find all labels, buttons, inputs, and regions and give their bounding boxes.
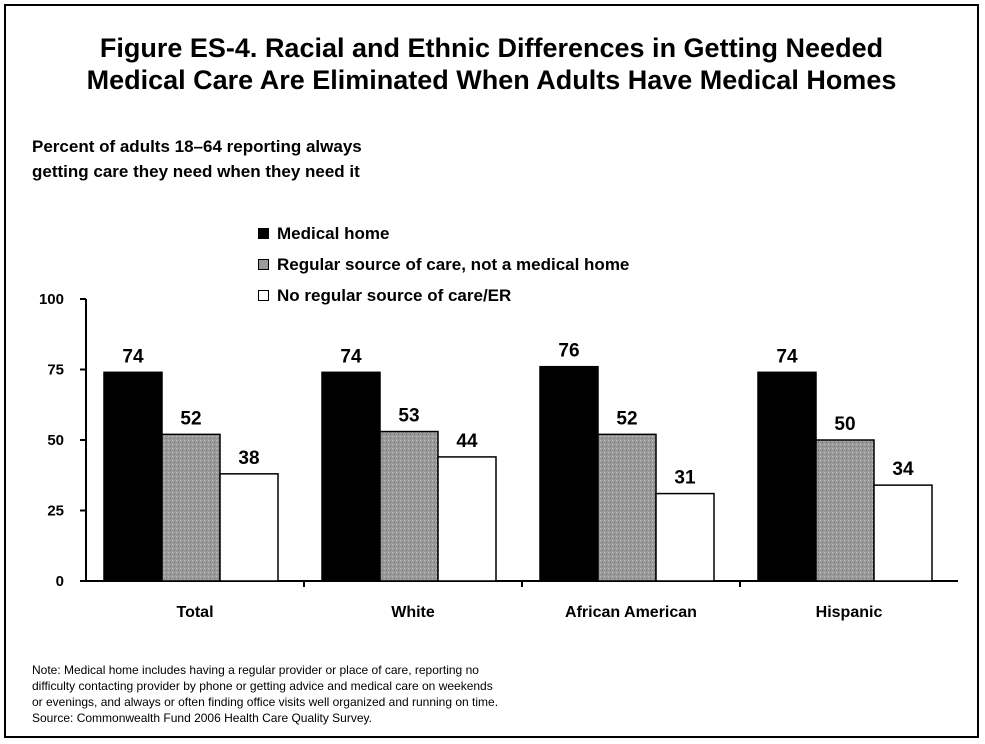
legend-label-no-regular-source: No regular source of care/ER [277,285,512,305]
legend-swatch-medical-home [258,228,269,239]
x-tick-label: Hispanic [816,604,883,621]
chart-subtitle-line-1: Percent of adults 18–64 reporting always [32,137,362,156]
bar-medical-home [103,371,163,582]
bar-no-regular-source [219,473,279,582]
y-tick-label: 50 [47,432,64,449]
bar-no-regular-source [873,484,933,582]
note-line-1: Note: Medical home includes having a reg… [32,663,479,677]
chart-note: Note: Medical home includes having a reg… [32,662,732,726]
data-label-regular-source: 50 [834,414,855,435]
data-label-regular-source: 52 [180,408,201,429]
chart-subtitle: Percent of adults 18–64 reporting always… [32,134,592,184]
legend-swatch-regular-source [258,259,269,270]
data-label-medical-home: 74 [340,346,362,367]
y-tick-label: 25 [47,503,64,520]
bar-chart: 0 25 50 75 100 74 52 38 Total 74 53 44 White 76 52 31 Af… [39,291,958,621]
chart-title: Figure ES-4. Racial and Ethnic Differenc… [6,32,977,96]
legend-item-regular-source: Regular source of care, not a medical ho… [258,249,629,280]
y-tick-label: 75 [47,362,64,379]
data-label-no-regular-source: 31 [674,468,696,489]
data-label-medical-home: 74 [122,346,144,367]
bar-regular-source [161,433,221,582]
x-tick-label: Total [176,604,213,621]
x-tick-label: White [391,604,435,621]
legend-swatch-no-regular-source [258,290,269,301]
bar-regular-source [379,430,439,582]
data-label-no-regular-source: 34 [892,459,914,480]
bar-regular-source [597,433,657,582]
data-label-regular-source: 53 [398,406,419,427]
chart-frame: Figure ES-4. Racial and Ethnic Differenc… [4,4,979,738]
data-label-regular-source: 52 [616,408,637,429]
chart-title-line-1: Figure ES-4. Racial and Ethnic Differenc… [99,33,884,63]
note-line-2: difficulty contacting provider by phone … [32,679,493,693]
chart-legend: Medical home Regular source of care, not… [258,218,629,311]
y-tick-label: 0 [56,573,64,590]
data-label-medical-home: 76 [558,341,579,362]
legend-label-medical-home: Medical home [277,223,390,243]
legend-item-medical-home: Medical home [258,218,629,249]
y-tick-label: 100 [39,291,64,308]
note-line-3: or evenings, and always or often finding… [32,695,499,709]
bar-regular-source [815,439,875,582]
bar-no-regular-source [437,456,497,582]
data-label-no-regular-source: 44 [456,431,478,452]
legend-item-no-regular-source: No regular source of care/ER [258,280,629,311]
data-label-medical-home: 74 [776,346,798,367]
note-line-4: Source: Commonwealth Fund 2006 Health Ca… [32,711,372,725]
data-label-no-regular-source: 38 [238,448,259,469]
bar-medical-home [321,371,381,582]
x-tick-label: African American [565,604,697,621]
legend-label-regular-source: Regular source of care, not a medical ho… [277,254,630,274]
chart-title-line-2: Medical Care Are Eliminated When Adults … [86,65,897,95]
bar-medical-home [757,371,817,582]
bar-medical-home [539,365,599,582]
bar-no-regular-source [655,492,715,582]
chart-subtitle-line-2: getting care they need when they need it [32,162,360,181]
